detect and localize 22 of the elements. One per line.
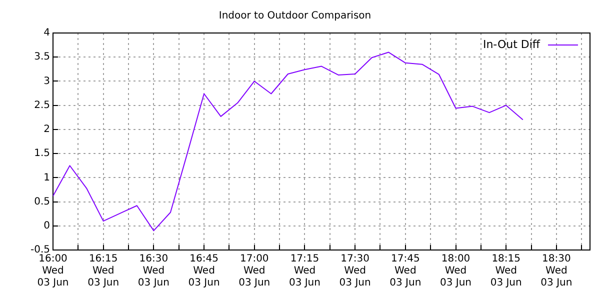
x-tick-label: 17:00 Wed 03 Jun [238,254,270,289]
x-tick-label: 16:00 Wed 03 Jun [37,254,69,289]
x-tick-label: 16:45 Wed 03 Jun [188,254,220,289]
y-tick-label: 2 [44,124,50,136]
x-tick-label: 17:15 Wed 03 Jun [288,254,320,289]
x-tick-label: 16:30 Wed 03 Jun [138,254,170,289]
x-tick-label: 16:15 Wed 03 Jun [88,254,120,289]
x-tick-label: 18:00 Wed 03 Jun [440,254,472,289]
y-tick-label: 0 [44,220,50,232]
x-tick-label: 18:15 Wed 03 Jun [490,254,522,289]
y-tick-label: 3.5 [34,52,50,63]
y-tick-label: 1.5 [34,148,50,160]
y-tick-label: 1 [44,172,50,184]
legend-label: In-Out Diff [482,38,540,51]
y-tick-label: 3 [44,76,50,87]
y-tick-label: 0.5 [34,196,50,208]
y-tick-label: 2.5 [34,100,50,111]
chart-title: Indoor to Outdoor Comparison [218,10,372,22]
x-tick-label: 17:45 Wed 03 Jun [390,254,422,289]
x-tick-label: 18:30 Wed 03 Jun [540,254,572,289]
x-tick-label: 17:30 Wed 03 Jun [339,254,371,289]
y-tick-label: 4 [44,28,50,39]
